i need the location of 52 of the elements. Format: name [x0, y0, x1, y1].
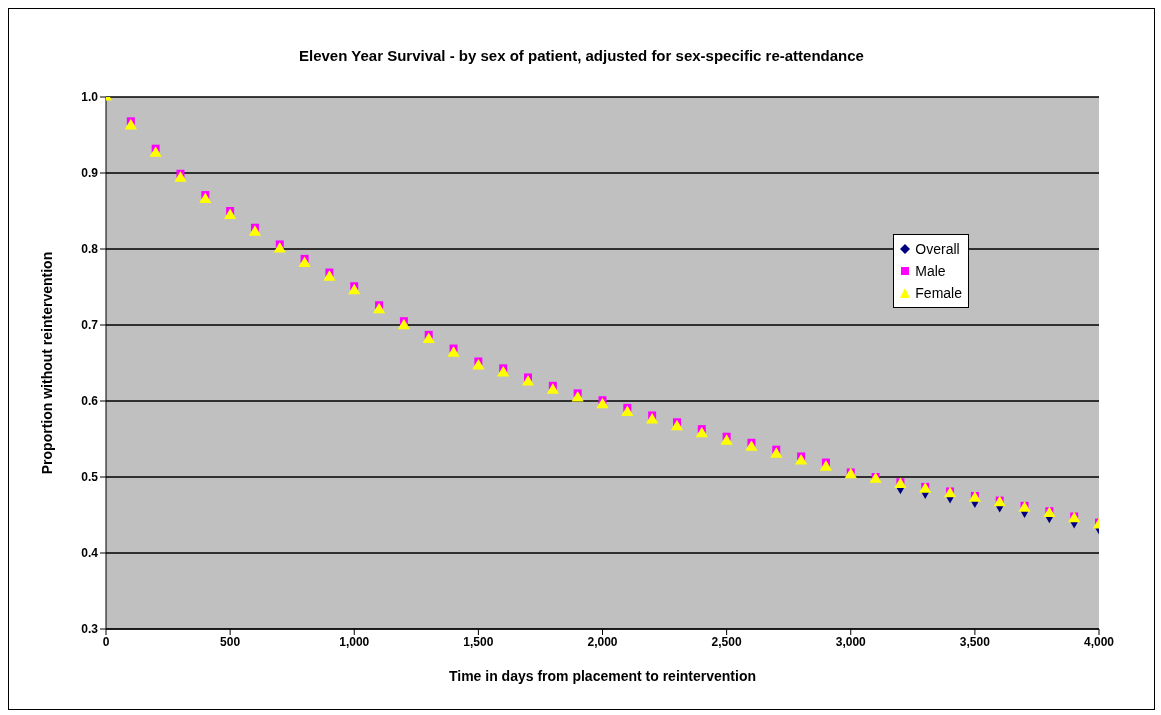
y-tick-label: 0.3 — [81, 622, 99, 637]
x-tick-label: 0 — [102, 634, 110, 649]
point — [348, 283, 361, 295]
point — [546, 383, 559, 394]
x-tick-label: 1,000 — [339, 634, 370, 649]
y-tick-label: 0.4 — [81, 546, 99, 561]
point — [521, 374, 535, 386]
point — [646, 412, 659, 424]
legend-label: Male — [915, 262, 946, 281]
point — [497, 365, 510, 377]
x-tick-label: 500 — [220, 634, 241, 649]
point — [199, 192, 212, 204]
x-axis-title: Time in days from placement to reintervention — [448, 668, 757, 684]
point — [819, 460, 832, 471]
legend-label: Female — [915, 284, 962, 303]
point — [720, 434, 733, 445]
point — [621, 405, 634, 416]
x-tick-label: 3,500 — [959, 634, 991, 649]
x-tick-label: 4,000 — [1083, 634, 1115, 649]
point — [298, 256, 311, 267]
y-tick-label: 0.6 — [81, 394, 99, 409]
point — [670, 419, 684, 431]
point — [397, 318, 410, 330]
y-tick-label: 0.9 — [81, 166, 99, 181]
x-tick-label: 2,500 — [711, 634, 742, 649]
point — [695, 426, 708, 438]
point — [795, 454, 808, 465]
point — [248, 225, 262, 236]
y-tick-label: 0.7 — [81, 318, 99, 333]
y-tick-label: 0.8 — [81, 242, 99, 257]
point — [571, 390, 584, 402]
y-tick-label: 0.5 — [81, 470, 99, 485]
point — [472, 359, 485, 370]
point — [273, 241, 286, 253]
point — [770, 447, 783, 458]
x-tick-label: 2,000 — [587, 634, 618, 649]
point — [149, 146, 162, 157]
y-tick-label: 1.0 — [81, 90, 99, 105]
y-axis-title: Proportion without reintervention — [38, 251, 55, 475]
point — [224, 208, 237, 220]
point — [124, 118, 137, 130]
point — [323, 270, 336, 281]
point — [174, 171, 187, 182]
chart-title: Eleven Year Survival - by sex of patient, adjusted for sex-specific re-attendance — [298, 47, 865, 64]
point — [373, 302, 386, 314]
x-tick-label: 1,500 — [463, 634, 494, 649]
point — [447, 346, 460, 357]
legend-label: Overall — [915, 240, 960, 259]
point — [745, 440, 758, 451]
point — [596, 397, 609, 409]
x-tick-label: 3,000 — [835, 634, 867, 649]
point — [422, 332, 435, 343]
